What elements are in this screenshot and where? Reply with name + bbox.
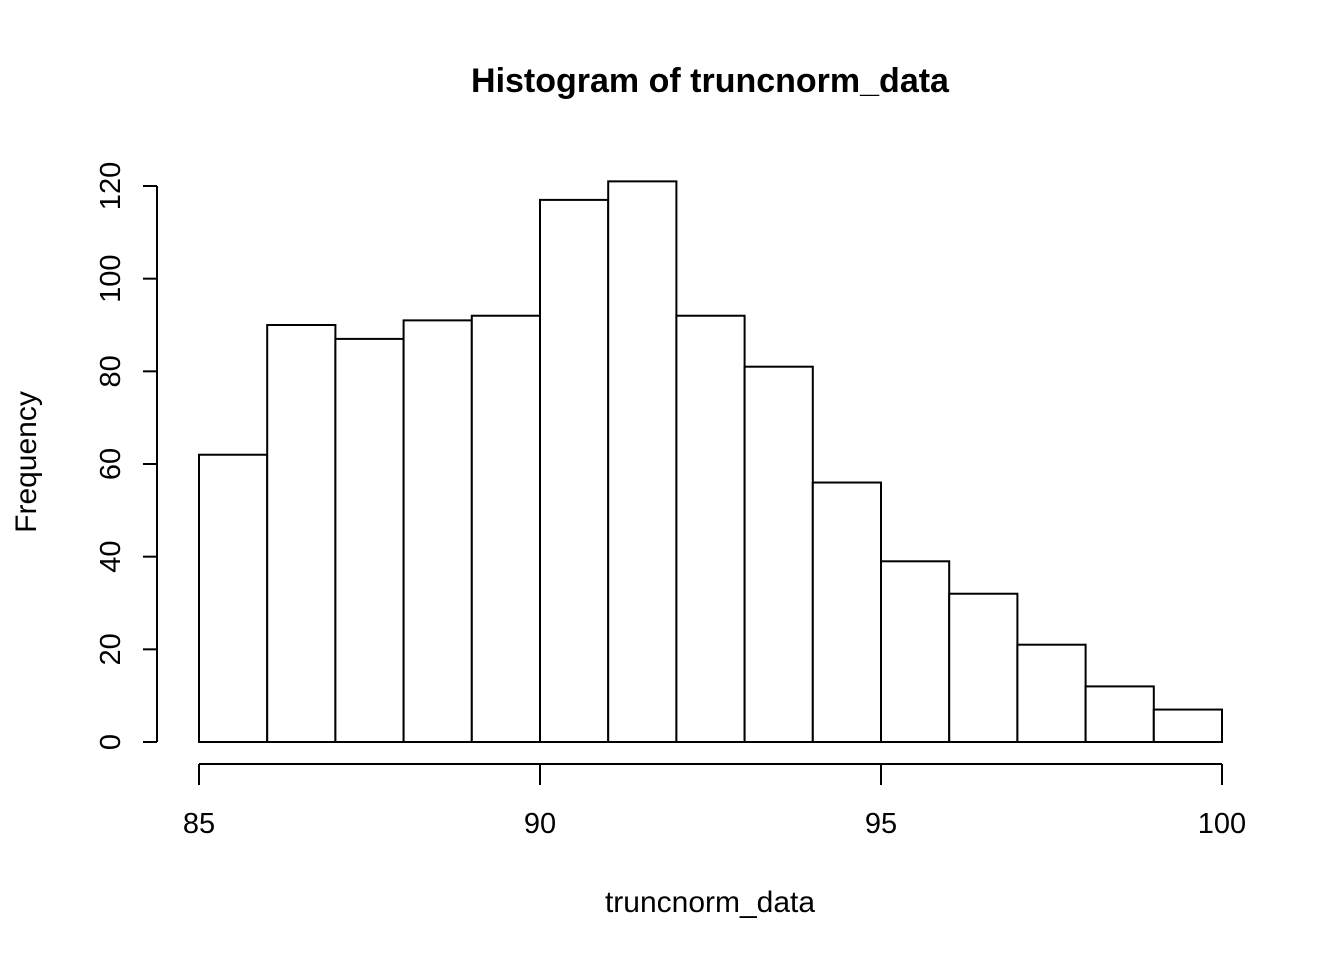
histogram-bar (539, 198, 610, 743)
x-tick-label: 90 (524, 808, 556, 840)
histogram-bar (470, 314, 541, 743)
histogram-bar (948, 592, 1019, 743)
histogram-bar (1016, 643, 1087, 744)
histogram-bar (334, 337, 405, 743)
y-tick-label: 20 (95, 633, 127, 665)
x-axis: 85 90 95 100 (183, 763, 1246, 840)
histogram-bar (811, 481, 882, 743)
bars-group (198, 180, 1224, 744)
x-tick-label: 85 (183, 808, 215, 840)
y-tick-label: 60 (95, 448, 127, 480)
y-tick-label: 0 (95, 734, 127, 750)
y-tick-label: 120 (95, 162, 127, 210)
histogram-bar (880, 560, 951, 743)
y-tick-label: 100 (95, 254, 127, 302)
histogram-bar (1152, 708, 1224, 743)
x-tick-label: 95 (865, 808, 897, 840)
y-tick-label: 80 (95, 355, 127, 387)
histogram-bar (1084, 685, 1155, 744)
y-tick-label: 40 (95, 541, 127, 573)
histogram-bar (607, 180, 678, 744)
histogram-bar (266, 324, 337, 743)
histogram-bar (675, 314, 746, 743)
histogram-bar (402, 319, 473, 743)
chart-title: Histogram of truncnorm_data (471, 62, 950, 100)
y-axis: 0 20 40 60 80 100 120 (95, 162, 158, 750)
histogram-bar (743, 365, 814, 743)
x-axis-label: truncnorm_data (605, 886, 815, 919)
histogram-bar (198, 453, 269, 743)
x-tick-label: 100 (1198, 808, 1246, 840)
y-axis-label: Frequency (10, 391, 43, 533)
